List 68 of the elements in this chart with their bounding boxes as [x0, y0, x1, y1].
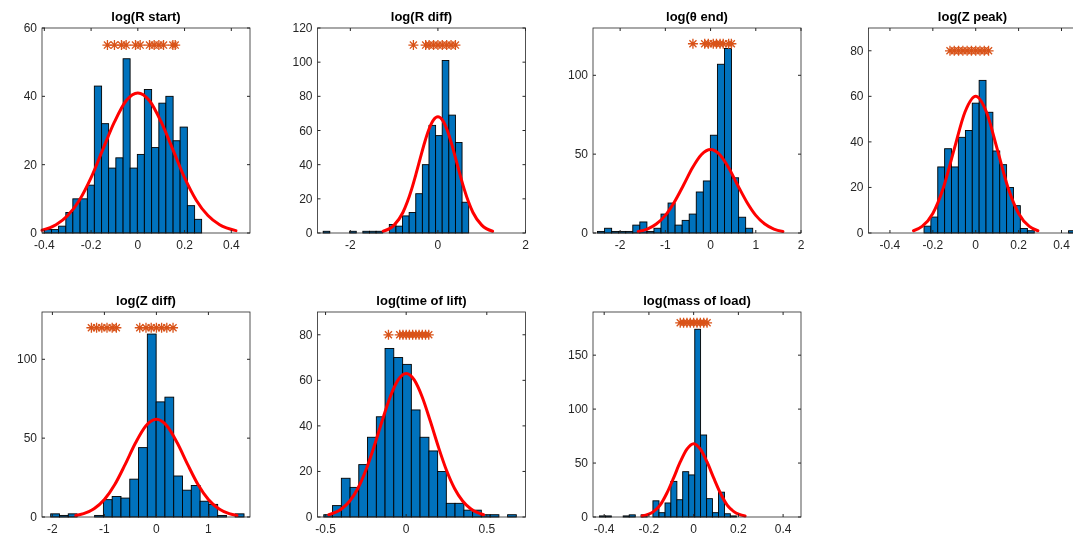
y-tick-label: 60 — [850, 89, 864, 104]
x-tick-label: 0 — [134, 238, 142, 252]
x-tick-label: 0 — [402, 522, 410, 536]
chart-title: log(mass of load) — [643, 293, 751, 308]
x-tick-label: 0.4 — [774, 522, 792, 536]
y-tick-label: 20 — [850, 180, 864, 195]
x-tick-label: 2 — [522, 238, 530, 252]
x-tick-label: -0.2 — [638, 522, 660, 536]
x-tick-label: -0.4 — [593, 522, 615, 536]
x-tick-label: 2 — [797, 238, 805, 252]
y-tick-label: 50 — [23, 431, 38, 446]
x-tick-label: -0.4 — [33, 238, 55, 252]
chart-title: log(θ end) — [666, 9, 728, 24]
x-tick-label: -0.2 — [80, 238, 102, 252]
y-tick-label: 100 — [567, 68, 589, 83]
y-tick-label: 40 — [299, 157, 313, 172]
y-tick-label: 80 — [299, 327, 313, 342]
y-tick-label: 20 — [23, 157, 38, 172]
x-tick-label: -1 — [660, 238, 672, 252]
y-tick-label: 0 — [581, 226, 589, 240]
y-tick-label: 0 — [30, 510, 38, 524]
y-tick-label: 20 — [299, 191, 313, 206]
x-tick-label: 0 — [434, 238, 442, 252]
x-tick-label: 0.2 — [730, 522, 748, 536]
x-tick-label: -2 — [614, 238, 626, 252]
x-tick-label: 0 — [153, 522, 161, 536]
x-tick-label: 1 — [752, 238, 760, 252]
x-tick-label: 0 — [707, 238, 715, 252]
y-tick-label: 120 — [292, 21, 313, 35]
x-tick-label: 0.5 — [478, 522, 496, 536]
y-tick-label: 40 — [299, 418, 313, 433]
y-tick-label: 50 — [574, 147, 589, 162]
y-tick-label: 40 — [850, 134, 864, 149]
y-tick-label: 60 — [23, 21, 38, 35]
x-tick-label: 0.4 — [222, 238, 240, 252]
y-tick-label: 80 — [299, 89, 313, 104]
y-tick-label: 100 — [567, 402, 589, 417]
x-tick-label: 0.2 — [176, 238, 194, 252]
y-tick-label: 0 — [581, 510, 589, 524]
x-tick-label: 0.4 — [1053, 238, 1071, 252]
x-tick-label: -0.5 — [315, 522, 337, 536]
y-tick-label: 50 — [574, 456, 589, 471]
x-tick-label: -2 — [47, 522, 59, 536]
y-tick-label: 60 — [299, 123, 313, 138]
y-tick-label: 100 — [292, 55, 313, 70]
y-tick-label: 0 — [305, 226, 313, 240]
y-tick-label: 60 — [299, 373, 313, 388]
x-tick-label: -0.2 — [922, 238, 944, 252]
chart-title: log(R diff) — [390, 9, 453, 24]
y-tick-label: 100 — [16, 352, 38, 367]
chart-title: log(Z peak) — [937, 9, 1008, 24]
y-tick-label: 0 — [305, 510, 313, 524]
y-tick-label: 0 — [30, 226, 38, 240]
chart-title: log(time of lift) — [376, 293, 467, 308]
x-tick-label: -1 — [99, 522, 111, 536]
y-tick-label: 150 — [567, 348, 589, 363]
y-tick-label: 80 — [850, 43, 864, 58]
x-tick-label: -2 — [345, 238, 356, 252]
x-tick-label: 0 — [690, 522, 698, 536]
y-tick-label: 20 — [299, 464, 313, 479]
x-tick-label: 1 — [205, 522, 213, 536]
x-tick-label: -0.4 — [879, 238, 901, 252]
chart-title: log(Z diff) — [116, 293, 176, 308]
chart-title: log(R start) — [111, 9, 181, 24]
y-tick-label: 0 — [856, 226, 864, 240]
x-tick-label: 0 — [972, 238, 980, 252]
y-tick-label: 40 — [23, 89, 38, 104]
x-tick-label: 0.2 — [1010, 238, 1028, 252]
